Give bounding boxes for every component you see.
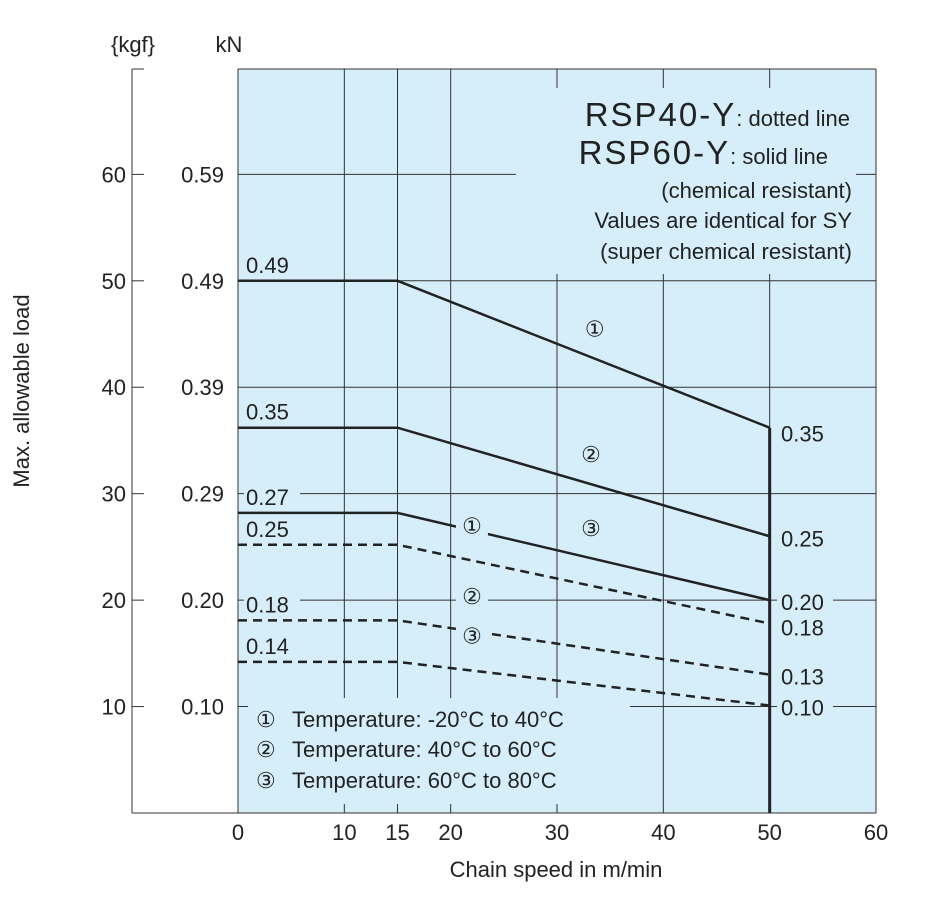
legend-marker-3: ③ xyxy=(256,768,276,793)
y-tick-label-kn-40: 0.39 xyxy=(181,375,224,400)
end-label-bg-2 xyxy=(777,523,833,548)
y-tick-label-kgf-30: 30 xyxy=(102,482,126,507)
end-label-bg-6 xyxy=(777,692,833,717)
series-line-solid-1 xyxy=(238,279,771,429)
series-line-dotted-5 xyxy=(238,619,770,676)
labels: 10 20 30 40 50 60 0.10 0.20 0.29 0.39 0.49 0.59 0 10 1… xyxy=(102,162,889,845)
end-label-6: 0.10 xyxy=(781,695,824,720)
subtitle-line-3: (super chemical resistant) xyxy=(600,239,852,264)
axes xyxy=(131,68,877,814)
end-label-bg-4 xyxy=(777,612,833,637)
curve-marker-bg-2 xyxy=(575,442,608,471)
start-label-6: 0.14 xyxy=(246,634,289,659)
curve-marker-bg-4 xyxy=(455,513,488,542)
x-tick-label-15: 15 xyxy=(385,820,409,845)
curve-marker-bg-3 xyxy=(575,516,608,545)
y-tick-label-kn-10: 0.10 xyxy=(181,695,224,720)
end-label-4: 0.18 xyxy=(781,616,824,641)
x-tick-label-60: 60 xyxy=(864,820,888,845)
title-model-1: RSP40-Y xyxy=(585,96,737,133)
x-tick-label-40: 40 xyxy=(651,820,675,845)
start-label-bg-2 xyxy=(244,399,300,424)
title-box xyxy=(516,88,856,274)
y-tick-label-kn-60: 0.59 xyxy=(181,162,224,187)
start-label-4: 0.25 xyxy=(246,517,289,542)
legend-text-1: Temperature: -20°C to 40°C xyxy=(292,707,564,732)
x-axis-label: Chain speed in m/min xyxy=(450,857,663,882)
series-line-solid-3 xyxy=(238,511,770,602)
legend-box xyxy=(248,698,630,804)
series-line-solid-2 xyxy=(238,426,771,538)
end-label-1: 0.35 xyxy=(781,422,824,447)
legend-marker-2: ② xyxy=(256,737,276,762)
start-label-5: 0.18 xyxy=(246,592,289,617)
title-desc-1: : dotted line xyxy=(736,106,850,131)
y-tick-label-kgf-60: 60 xyxy=(102,162,126,187)
curve-marker-5: ② xyxy=(462,584,482,609)
title-desc-2: : solid line xyxy=(730,144,828,169)
y-tick-label-kgf-50: 50 xyxy=(102,269,126,294)
start-label-3: 0.27 xyxy=(246,485,289,510)
y-tick-label-kn-20: 0.20 xyxy=(181,588,224,613)
x-tick-label-30: 30 xyxy=(545,820,569,845)
end-label-3: 0.20 xyxy=(781,590,824,615)
y-unit-kgf: {kgf} xyxy=(111,32,155,57)
curve-marker-bg-1 xyxy=(578,316,611,345)
legend-text-3: Temperature: 60°C to 80°C xyxy=(292,768,557,793)
end-label-bg-5 xyxy=(777,661,833,686)
end-label-5: 0.13 xyxy=(781,665,824,690)
x-tick-label-0: 0 xyxy=(232,820,244,845)
grid xyxy=(238,69,876,813)
curve-marker-3: ③ xyxy=(581,516,601,541)
y-tick-label-kgf-40: 40 xyxy=(102,375,126,400)
start-label-1: 0.49 xyxy=(246,253,289,278)
series-lines xyxy=(238,279,772,813)
series-line-dotted-6 xyxy=(238,660,770,707)
subtitle-line-1: (chemical resistant) xyxy=(661,178,852,203)
y-tick-label-kgf-10: 10 xyxy=(102,695,126,720)
x-tick-label-10: 10 xyxy=(332,820,356,845)
x-tick-label-50: 50 xyxy=(757,820,781,845)
curve-marker-bg-6 xyxy=(455,623,488,652)
legend-text-2: Temperature: 40°C to 60°C xyxy=(292,737,557,762)
x-tick-label-20: 20 xyxy=(438,820,462,845)
start-label-bg-6 xyxy=(244,633,300,658)
y-tick-label-kn-30: 0.29 xyxy=(181,482,224,507)
start-label-bg-3 xyxy=(244,484,300,509)
end-label-2: 0.25 xyxy=(781,526,824,551)
start-label-bg-5 xyxy=(244,592,300,617)
start-label-bg-1 xyxy=(244,252,300,277)
title-line-1: RSP40-Y: dotted line xyxy=(585,96,850,133)
end-label-bg-1 xyxy=(777,418,833,443)
y-axis-label: Max. allowable load xyxy=(9,294,34,487)
title-line-2: RSP60-Y: solid line xyxy=(579,134,828,171)
curve-marker-1: ① xyxy=(585,317,605,342)
subtitle-line-2: Values are identical for SY xyxy=(594,208,852,233)
y-tick-label-kn-50: 0.49 xyxy=(181,269,224,294)
title-model-2: RSP60-Y xyxy=(579,134,731,171)
curve-marker-2: ② xyxy=(581,442,601,467)
end-label-bg-3 xyxy=(777,587,833,612)
curve-marker-4: ① xyxy=(462,514,482,539)
series-line-dotted-4 xyxy=(238,543,770,625)
y-unit-kn: kN xyxy=(216,32,243,57)
start-label-2: 0.35 xyxy=(246,400,289,425)
start-label-bg-4 xyxy=(244,516,300,541)
curve-marker-6: ③ xyxy=(462,624,482,649)
curve-marker-bg-5 xyxy=(455,584,488,613)
y-tick-label-kgf-20: 20 xyxy=(102,588,126,613)
legend-marker-1: ① xyxy=(256,707,276,732)
